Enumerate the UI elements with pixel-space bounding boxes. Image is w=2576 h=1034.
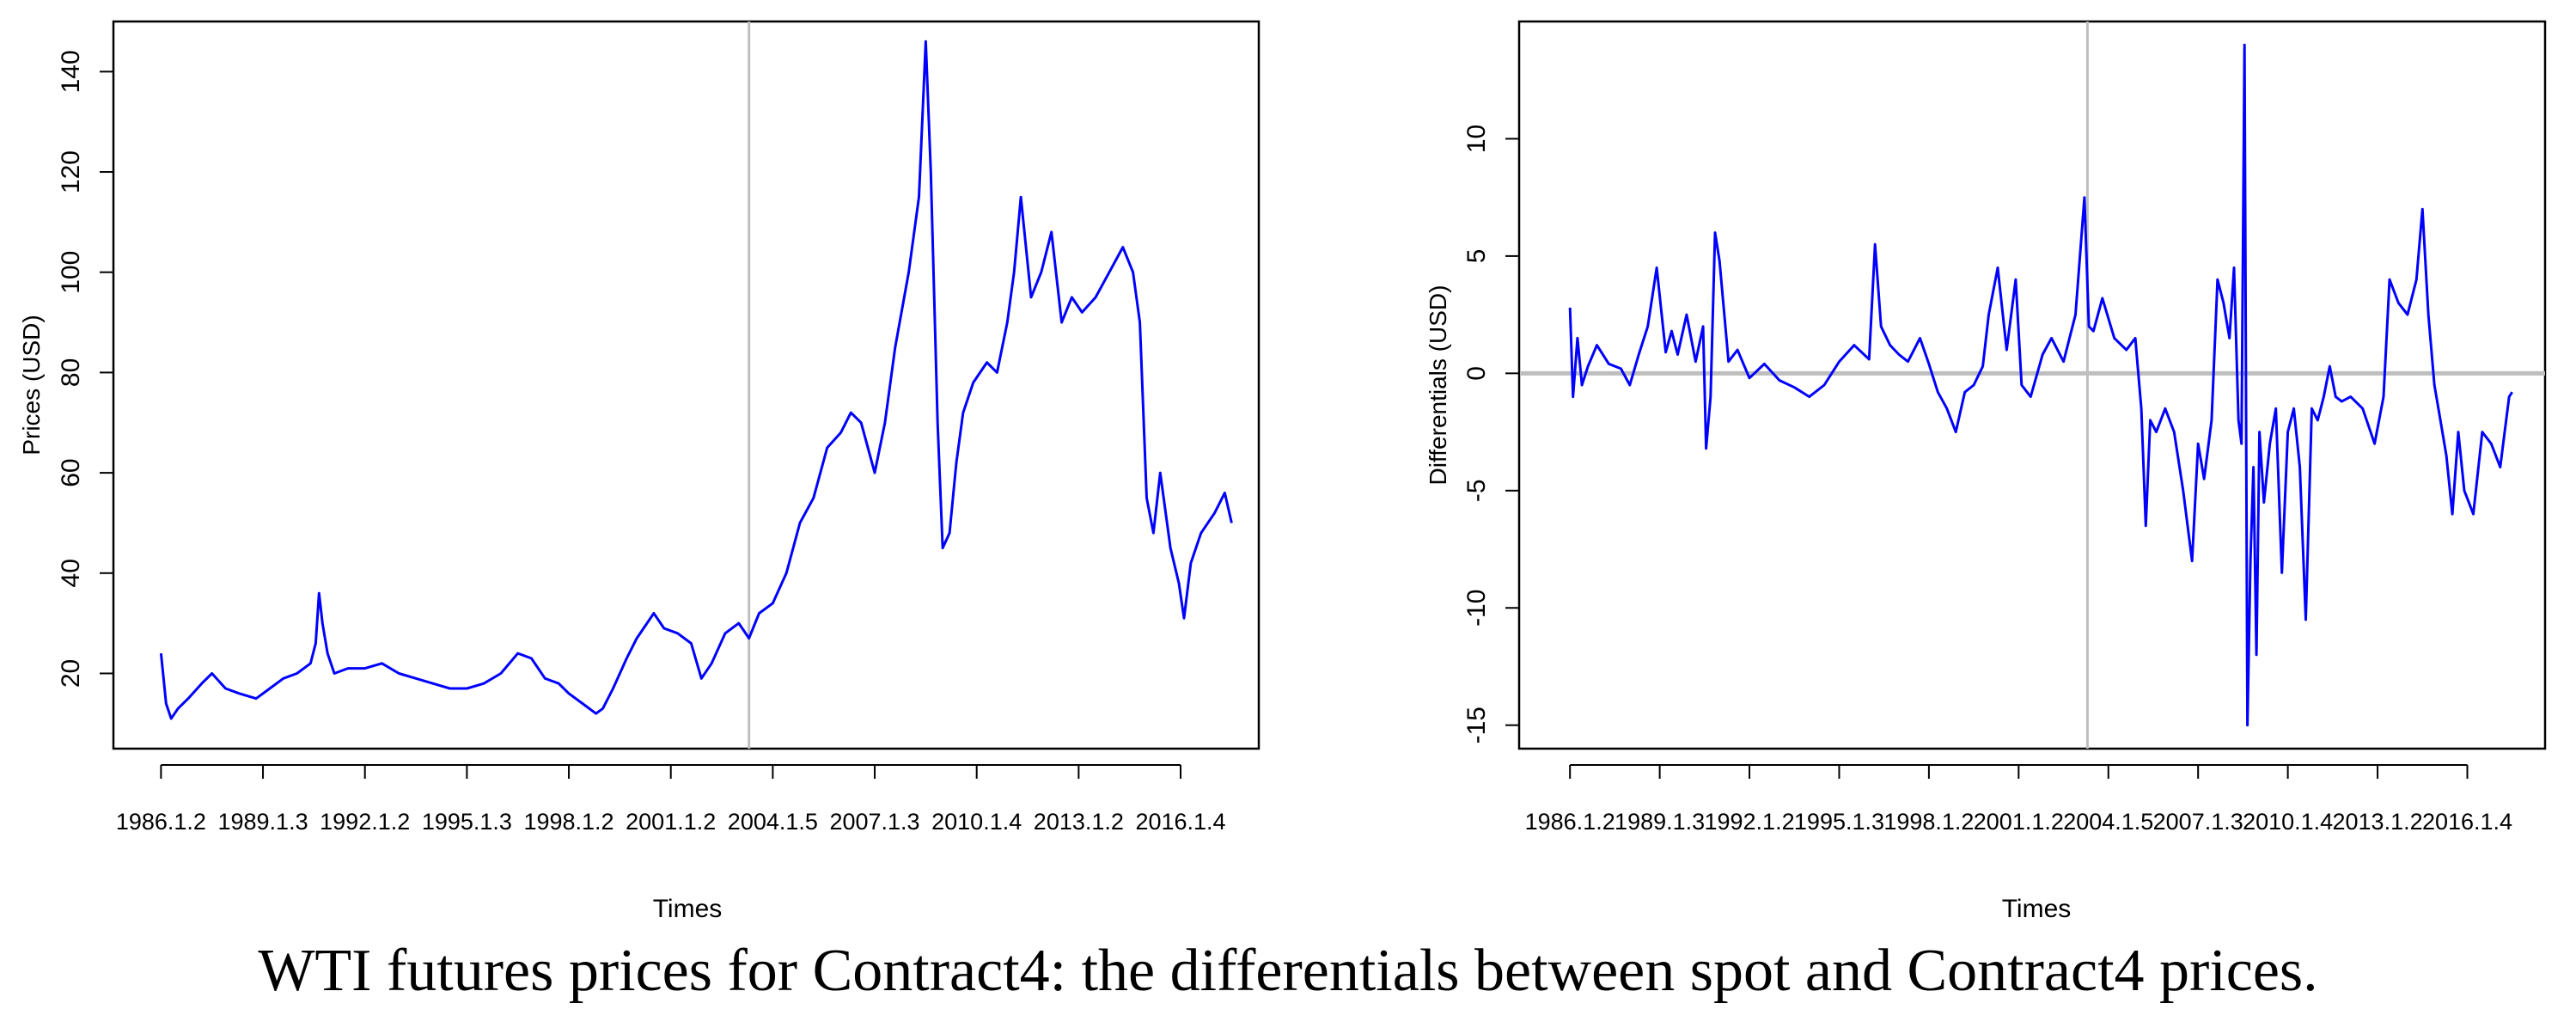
figure-caption: WTI futures prices for Contract4: the di… — [258, 938, 2318, 1004]
left-x-tick-label: 1986.1.2 — [116, 809, 206, 835]
right-x-tick-label: 2007.1.3 — [2153, 809, 2243, 835]
left-x-axis: 1986.1.2 1989.1.3 1992.1.2 1995.1.3 1998.1.2… — [116, 764, 1226, 835]
left-x-tick-label: 2007.1.3 — [829, 809, 919, 835]
left-x-tick-label: 2001.1.2 — [626, 809, 716, 835]
right-plot-frame — [1517, 20, 2547, 750]
left-y-tick-label: 140 — [57, 50, 85, 93]
left-x-tick-label: 1995.1.3 — [422, 809, 512, 835]
left-y-tick-label: 80 — [57, 358, 85, 387]
right-y-tick-label: 5 — [1462, 249, 1491, 264]
left-x-tick-label: 2016.1.4 — [1135, 809, 1225, 835]
left-chart-panel: 20 40 60 80 100 120 140 1986.1.2 1989.1.3 1992.1… — [18, 20, 1261, 923]
left-y-axis: 20 40 60 80 100 120 140 — [57, 50, 114, 688]
right-x-tick-label: 2016.1.4 — [2422, 809, 2512, 835]
left-x-tick-label: 2013.1.2 — [1034, 809, 1124, 835]
left-x-axis-label: Times — [653, 895, 723, 923]
left-x-tick-label: 1998.1.2 — [523, 809, 613, 835]
right-x-tick-label: 2013.1.2 — [2333, 809, 2423, 835]
right-x-axis-label: Times — [2002, 895, 2072, 923]
right-x-tick-label: 1992.1.2 — [1704, 809, 1794, 835]
right-x-tick-label: 1989.1.3 — [1615, 809, 1705, 835]
left-x-tick-label: 2004.1.5 — [728, 809, 818, 835]
right-x-axis: 1986.1.2 1989.1.3 1992.1.2 1995.1.3 1998.1.2… — [1525, 764, 2512, 835]
right-y-axis-label: Differentials (USD) — [1425, 285, 1451, 486]
right-x-tick-label: 2004.1.5 — [2063, 809, 2153, 835]
right-y-tick-label: 0 — [1462, 366, 1491, 381]
left-y-tick-label: 20 — [57, 659, 85, 688]
right-y-axis: -15 -10 -5 0 5 10 — [1462, 125, 1520, 743]
right-y-tick-label: -5 — [1462, 479, 1491, 502]
right-y-tick-label: -15 — [1462, 707, 1491, 743]
right-x-tick-label: 2010.1.4 — [2243, 809, 2333, 835]
left-y-axis-label: Prices (USD) — [18, 315, 45, 455]
right-y-tick-label: 10 — [1462, 125, 1491, 153]
right-y-tick-label: -10 — [1462, 590, 1491, 627]
right-x-tick-label: 2001.1.2 — [1974, 809, 2064, 835]
left-price-series-line — [159, 40, 1233, 720]
left-y-tick-label: 100 — [57, 251, 85, 294]
left-x-tick-label: 2010.1.4 — [931, 809, 1022, 835]
left-y-tick-label: 60 — [57, 458, 85, 486]
right-x-tick-label: 1995.1.3 — [1794, 809, 1884, 835]
right-differential-series-line — [1568, 43, 2513, 727]
right-x-tick-label: 1998.1.2 — [1883, 809, 1974, 835]
left-y-tick-label: 40 — [57, 559, 85, 587]
left-x-tick-label: 1989.1.3 — [217, 809, 308, 835]
right-x-tick-label: 1986.1.2 — [1525, 809, 1615, 835]
left-y-tick-label: 120 — [57, 150, 85, 193]
left-x-tick-label: 1992.1.2 — [320, 809, 410, 835]
